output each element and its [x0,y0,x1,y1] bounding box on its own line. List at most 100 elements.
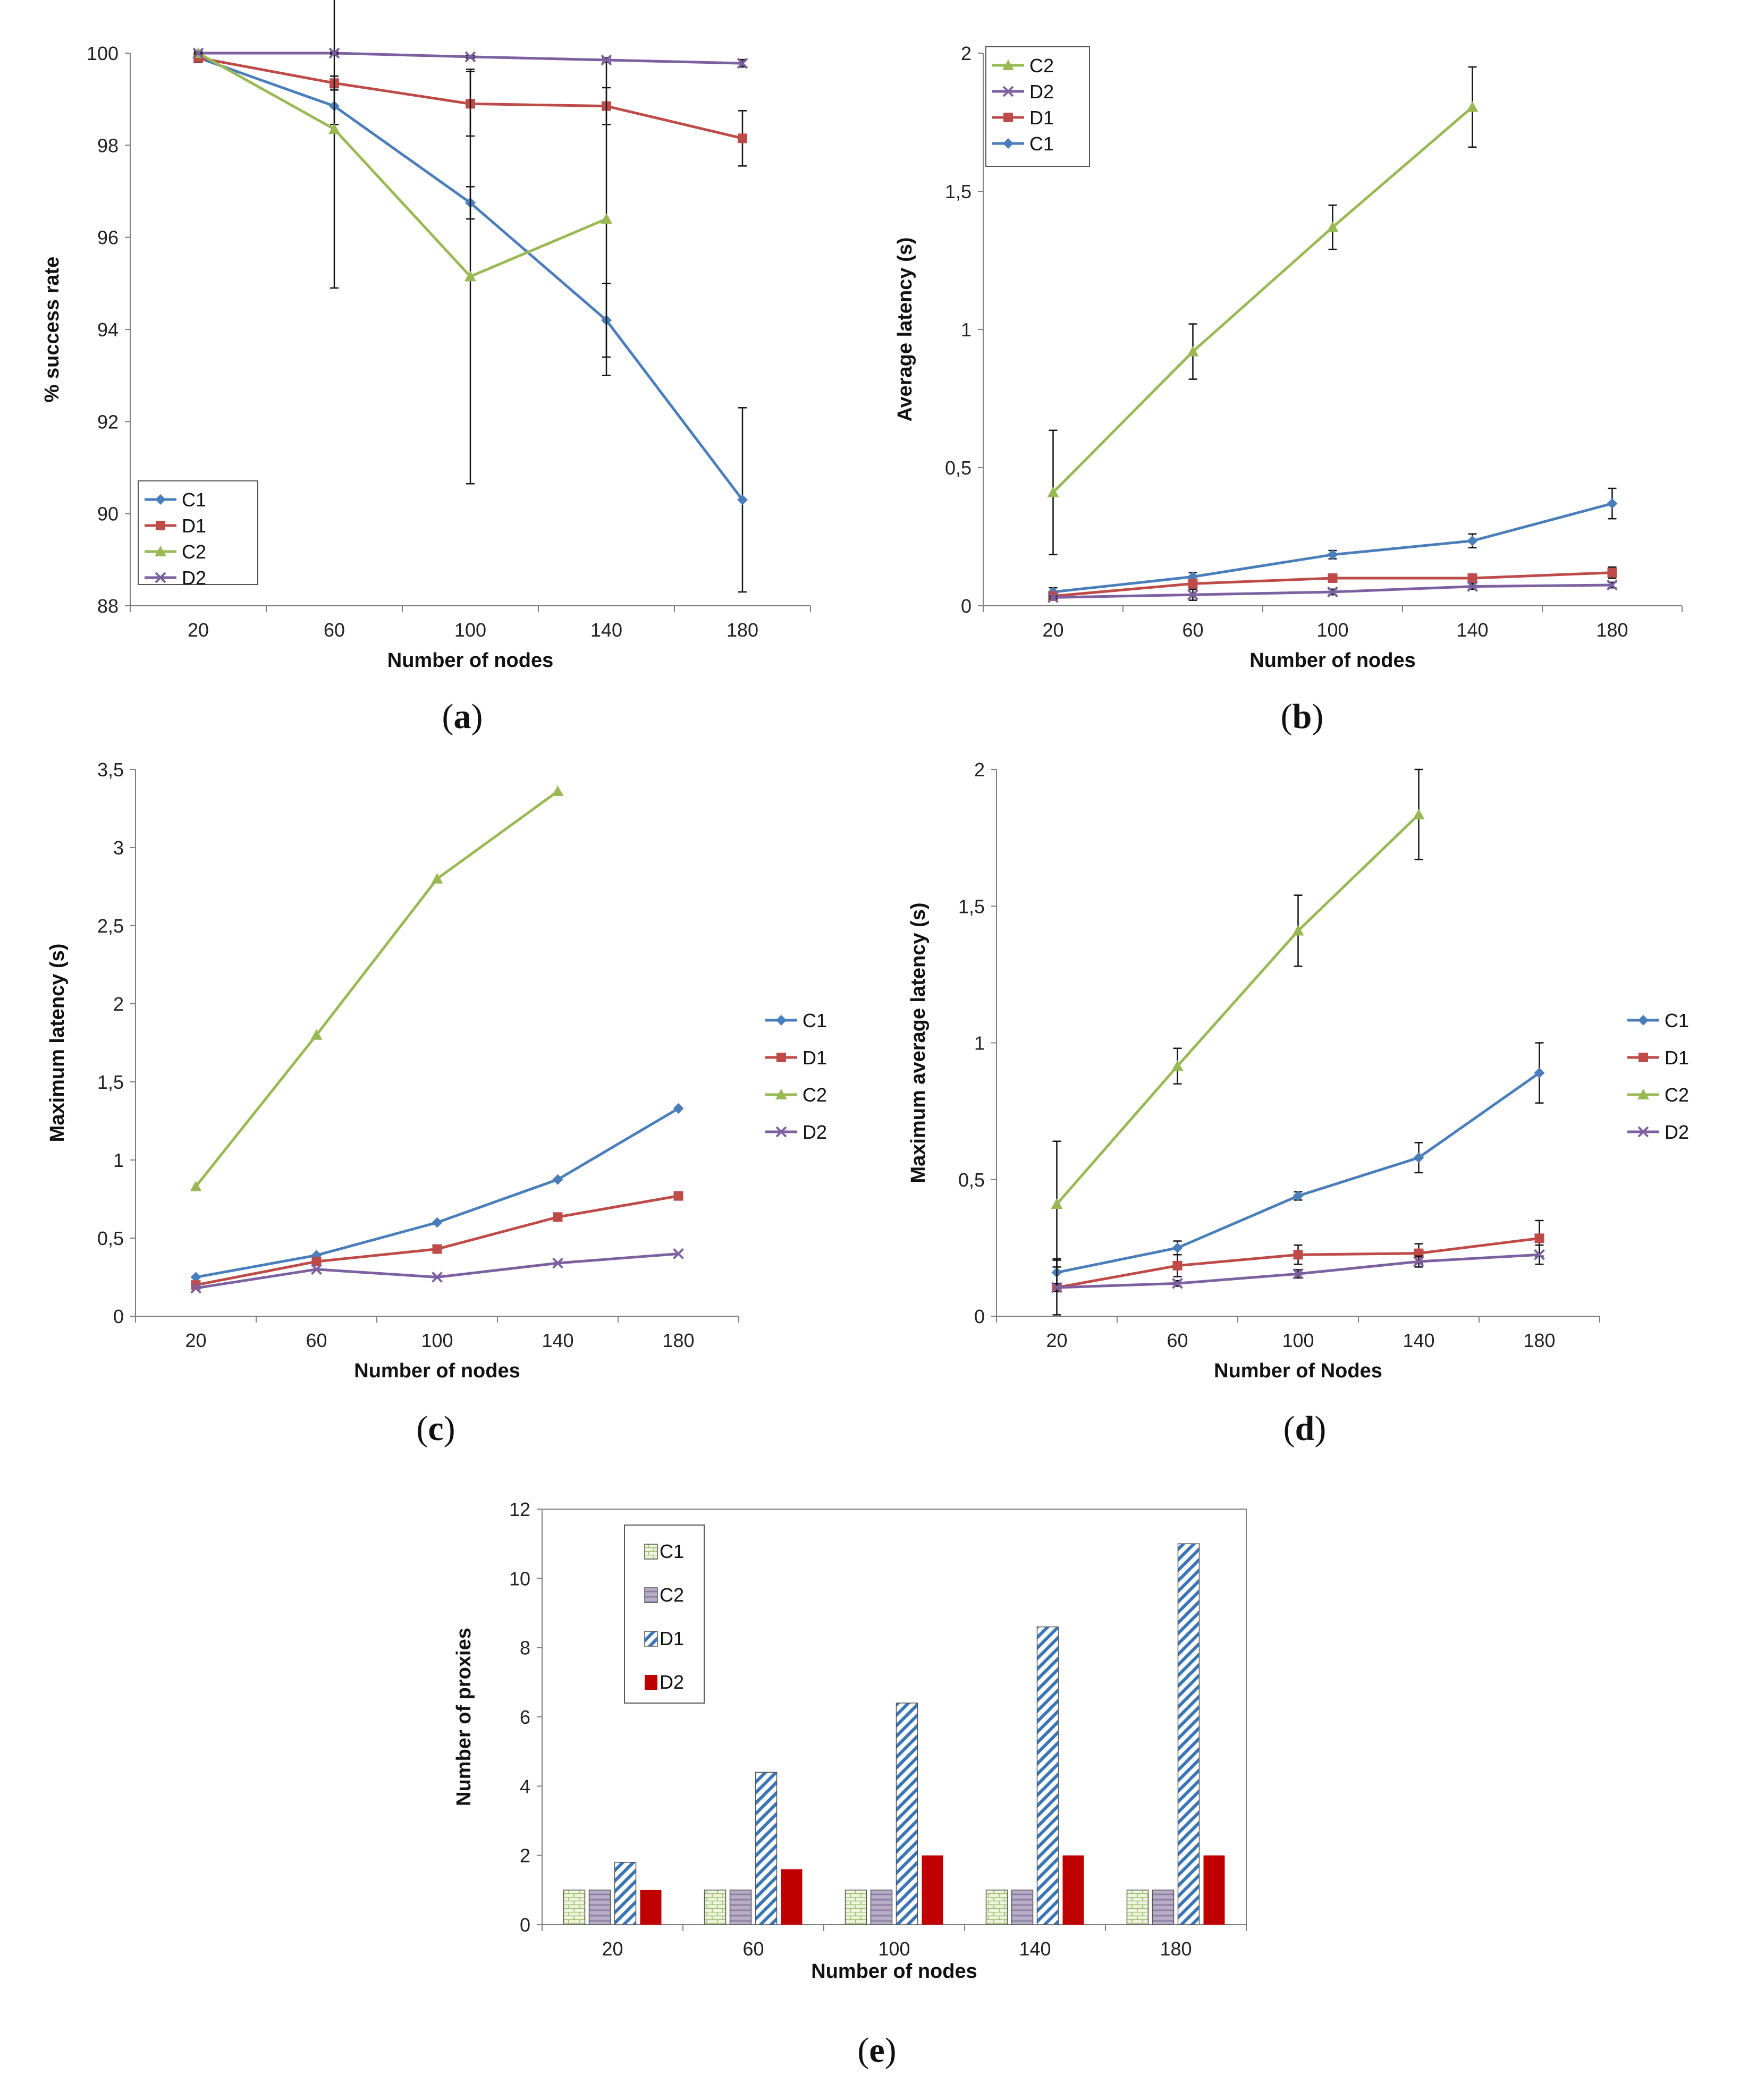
data-point-C2 [1187,345,1199,357]
y-tick-label: 12 [509,1498,530,1520]
legend-item-C2: C2 [1627,1084,1689,1106]
panel-caption: (e) [857,2031,896,2070]
legend-marker [776,1053,786,1062]
series-C1 [190,1103,684,1283]
x-tick-label: 20 [1046,1330,1067,1351]
legend-item-D1: D1 [992,107,1054,129]
y-tick-label: 1 [961,319,972,341]
y-tick-label: 0 [961,595,972,617]
data-point-C2 [328,123,340,134]
bar-C1 [985,1890,1008,1925]
legend-label: D1 [1029,107,1054,129]
x-tick-label: 180 [1523,1330,1555,1351]
y-tick-label: 0,5 [945,457,972,479]
data-point-C2 [601,213,612,224]
legend-item-D2: D2 [765,1121,827,1143]
legend-marker [775,1089,787,1099]
legend: C1 C2 D1 D2 [624,1525,705,1704]
legend-label: D1 [1665,1047,1689,1069]
data-point-C1 [1534,1068,1545,1079]
series-D1 [1052,1220,1544,1316]
data-point-D1 [1188,579,1198,589]
legend-marker [1002,60,1014,70]
data-point-C1 [1327,549,1338,560]
data-point-C1 [1172,1242,1183,1254]
legend-marker [1638,1015,1649,1026]
x-tick-label: 180 [1160,1938,1192,1960]
data-point-C1 [673,1103,684,1114]
data-point-C2 [1327,221,1339,232]
y-axis-title: Average latency (s) [894,237,916,421]
y-axis-title: % success rate [41,257,63,403]
data-point-D2 [737,57,748,69]
legend-marker [1637,1126,1649,1138]
x-tick-label: 60 [1167,1330,1188,1351]
legend-label: C2 [1665,1084,1689,1106]
y-tick-label: 2 [961,43,972,64]
data-point-C1 [1607,498,1618,509]
series-C2 [1051,768,1425,1268]
legend-item-D2: D2 [1627,1121,1689,1143]
series-C2 [190,785,564,1191]
y-tick-label: 0 [974,1306,985,1327]
series-line-D1 [196,1195,679,1286]
legend-label: D1 [803,1047,827,1069]
x-tick-label: 20 [188,619,209,641]
legend-label: C1 [182,489,206,511]
data-point-C1 [737,494,748,505]
x-tick-label: 140 [1403,1330,1434,1351]
data-point-D1 [1172,1260,1182,1271]
legend-marker [1002,86,1014,97]
data-point-D2 [1048,591,1059,603]
data-point-C1 [1467,535,1478,546]
x-tick-label: 100 [1316,619,1348,641]
legend-item-D1: D1 [1627,1047,1689,1069]
data-point-D2 [1534,1249,1545,1260]
series-C2 [1047,66,1479,556]
legend-item-C1: C1 [765,1010,827,1031]
x-tick-label: 140 [590,619,622,641]
bar-D1 [1036,1626,1059,1925]
legend: C2 D2 D1 C1 [985,46,1090,167]
series-line-C2 [195,790,559,1188]
data-point-C2 [464,270,476,282]
y-tick-label: 100 [87,43,119,64]
data-point-C2 [1047,486,1059,497]
legend: C1 D1 C2 D2 [1627,1010,1689,1143]
y-tick-label: 10 [509,1568,530,1589]
chart-panel-a: 88 90 92 94 96 98 100 20 60 100 140 180 Number of no… [41,0,811,736]
legend-item-C2: C2 [145,541,206,563]
x-tick-label: 140 [1456,619,1488,641]
bar-C2 [870,1890,893,1925]
data-point-C2 [1292,925,1304,936]
data-point-D2 [1607,579,1618,591]
x-tick-label: 20 [1042,619,1063,641]
legend-swatch [645,1675,657,1690]
x-tick-label: 100 [421,1330,453,1351]
x-tick-label: 60 [742,1938,764,1960]
y-tick-label: 94 [97,319,119,341]
data-point-D2 [1172,1277,1183,1289]
legend-label: D2 [182,567,206,589]
panel-caption-letter: b [1293,697,1312,736]
x-tick-label: 60 [324,619,345,641]
legend-marker [1638,1053,1648,1062]
chart-panel-c: 0 0,5 1 1,5 2 2,5 3 3,5 20 60 100 140 180 Number of n… [46,759,827,1448]
data-point-D2 [1187,589,1198,600]
panel-caption: (a) [442,697,483,736]
x-tick-label: 180 [727,619,758,641]
bar-C1 [563,1890,586,1925]
series-C2 [192,0,612,485]
x-tick-label: 100 [1282,1330,1314,1351]
data-point-C1 [552,1174,563,1185]
legend-item-C1: C1 [644,1540,684,1562]
bar-D1 [755,1772,778,1925]
y-tick-label: 98 [97,134,119,156]
data-point-D2 [190,1282,201,1294]
legend-label: C1 [803,1010,827,1031]
bar-D2 [1062,1855,1084,1925]
legend-item-D2: D2 [645,1671,684,1693]
bar-C1 [1126,1890,1149,1925]
data-point-D2 [601,54,612,66]
legend: C1 D1 C2 D2 [765,1010,827,1143]
